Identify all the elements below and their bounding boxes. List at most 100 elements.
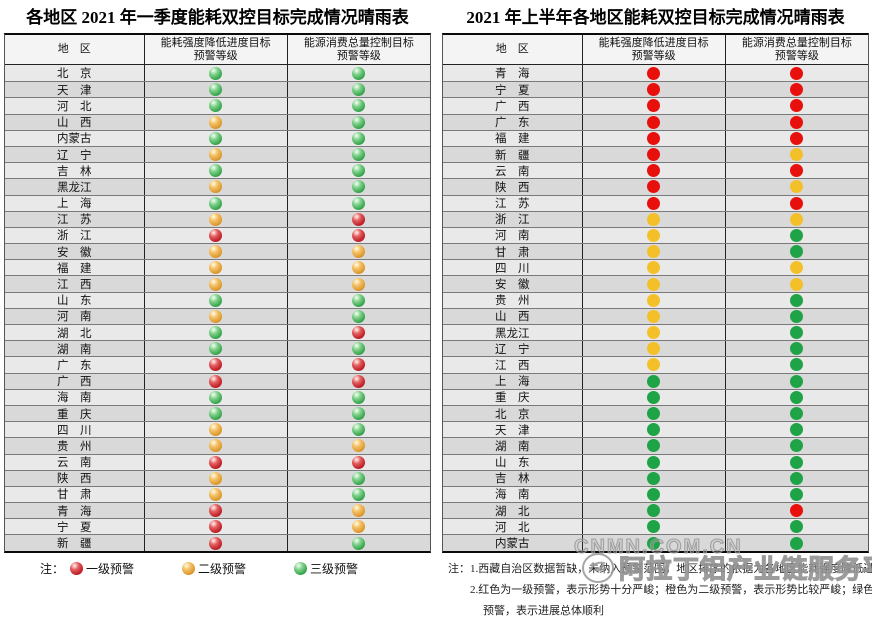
header-text: 预警等级: [336, 49, 381, 62]
table-row: 上 海: [443, 372, 868, 389]
region-cell: 内蒙古: [57, 133, 92, 146]
warning-cell: [143, 98, 287, 114]
warning-cell: [724, 195, 868, 211]
table-row: 天 津: [5, 81, 430, 98]
warning-dot-yellow-icon: [209, 245, 223, 259]
region-cell: 广 西: [57, 376, 92, 389]
q1-table-header: 地 区能耗强度降低进度目标 预警等级 能源消费总量控制目标 预警等级: [5, 35, 430, 65]
warning-dot-green-icon: [209, 326, 223, 340]
warning-cell: [724, 519, 868, 535]
warning-dot-red-icon: [790, 504, 804, 518]
table-row: 江 西: [5, 275, 430, 292]
table-row: 辽 宁: [5, 145, 430, 163]
warning-dot-green-icon: [790, 487, 804, 501]
warning-cell: [724, 503, 868, 519]
table-row: 安 徽: [5, 243, 430, 260]
warning-cell: [724, 438, 868, 454]
warning-cell: [581, 98, 725, 114]
warning-dot-green-icon: [209, 131, 223, 145]
region-cell: 河 南: [495, 230, 530, 243]
warning-dot-green-icon: [352, 407, 366, 421]
warning-dot-yellow-icon: [209, 277, 223, 291]
warning-cell: [286, 179, 430, 195]
warning-dot-red-icon: [790, 115, 804, 129]
region-cell: 辽 宁: [495, 343, 530, 356]
warning-dot-yellow-icon: [647, 212, 661, 226]
warning-cell: [581, 244, 725, 260]
table-row: 江 苏: [443, 194, 868, 211]
header-text: 能源消费总量控制目标: [741, 36, 852, 49]
warning-cell: [286, 244, 430, 260]
region-cell: 天 津: [495, 424, 530, 437]
warning-cell: [581, 325, 725, 341]
warning-cell: [581, 82, 725, 98]
warning-dot-yellow-icon: [647, 309, 661, 323]
warning-cell: [286, 65, 430, 82]
warning-dot-yellow-icon: [647, 342, 661, 356]
warning-dot-green-icon: [352, 83, 366, 97]
warning-cell: [581, 503, 725, 519]
warning-dot-yellow-icon: [209, 423, 223, 437]
table-row: 江 西: [443, 356, 868, 373]
warning-dot-yellow-icon: [647, 228, 661, 242]
warning-dot-green-icon: [647, 536, 661, 550]
warning-cell: [724, 163, 868, 179]
region-cell: 上 海: [495, 376, 530, 389]
legend-item: 一级预警: [70, 560, 134, 577]
warning-dot-green-icon: [352, 180, 366, 194]
warning-cell: [724, 276, 868, 292]
table-row: 四 川: [443, 259, 868, 276]
warning-cell: [143, 486, 287, 503]
legend-item: 三级预警: [294, 560, 358, 577]
warning-cell: [724, 454, 868, 470]
warning-dot-yellow-icon: [647, 261, 661, 275]
warning-dot-green-icon: [352, 196, 366, 210]
region-cell: 云 南: [57, 457, 92, 470]
table-row: 上 海: [5, 194, 430, 211]
warning-dot-red-icon: [647, 196, 661, 210]
warning-dot-green-icon: [209, 83, 223, 97]
warning-cell: [286, 503, 430, 519]
warning-cell: [581, 357, 725, 373]
legend-dot-yellow-icon: [182, 561, 196, 575]
warning-dot-yellow-icon: [209, 471, 223, 485]
warning-cell: [143, 244, 287, 260]
warning-cell: [143, 503, 287, 519]
warning-cell: [581, 341, 725, 357]
warning-dot-green-icon: [209, 66, 223, 80]
warning-dot-yellow-icon: [209, 487, 223, 501]
warning-cell: [286, 98, 430, 114]
warning-cell: [581, 405, 725, 422]
warning-dot-green-icon: [209, 342, 223, 356]
header-warning-col-1: 能耗强度降低进度目标 预警等级: [581, 35, 725, 64]
warning-dot-yellow-icon: [209, 180, 223, 194]
region-cell: 贵 州: [57, 440, 92, 453]
warning-dot-green-icon: [352, 536, 366, 550]
warning-dot-red-icon: [790, 83, 804, 97]
warning-cell: [286, 260, 430, 276]
region-cell: 河 南: [57, 311, 92, 324]
warning-dot-red-icon: [209, 228, 223, 242]
warning-cell: [581, 211, 725, 227]
warning-cell: [286, 211, 430, 227]
warning-cell: [581, 195, 725, 211]
table-row: 青 海: [5, 502, 430, 519]
region-cell: 海 南: [57, 392, 92, 405]
warning-dot-green-icon: [790, 390, 804, 404]
warning-cell: [143, 146, 287, 163]
warning-cell: [143, 519, 287, 535]
warning-dot-green-icon: [352, 164, 366, 178]
warning-cell: [143, 65, 287, 82]
warning-cell: [724, 292, 868, 308]
table-row: 山 西: [443, 307, 868, 324]
warning-cell: [286, 195, 430, 211]
warning-dot-green-icon: [209, 164, 223, 178]
warning-dot-red-icon: [352, 374, 366, 388]
warning-dot-green-icon: [790, 520, 804, 534]
warning-cell: [581, 227, 725, 244]
region-cell: 江 西: [495, 359, 530, 372]
region-cell: 广 东: [495, 117, 530, 130]
warning-cell: [286, 438, 430, 454]
region-cell: 贵 州: [495, 295, 530, 308]
region-cell: 江 苏: [495, 198, 530, 211]
